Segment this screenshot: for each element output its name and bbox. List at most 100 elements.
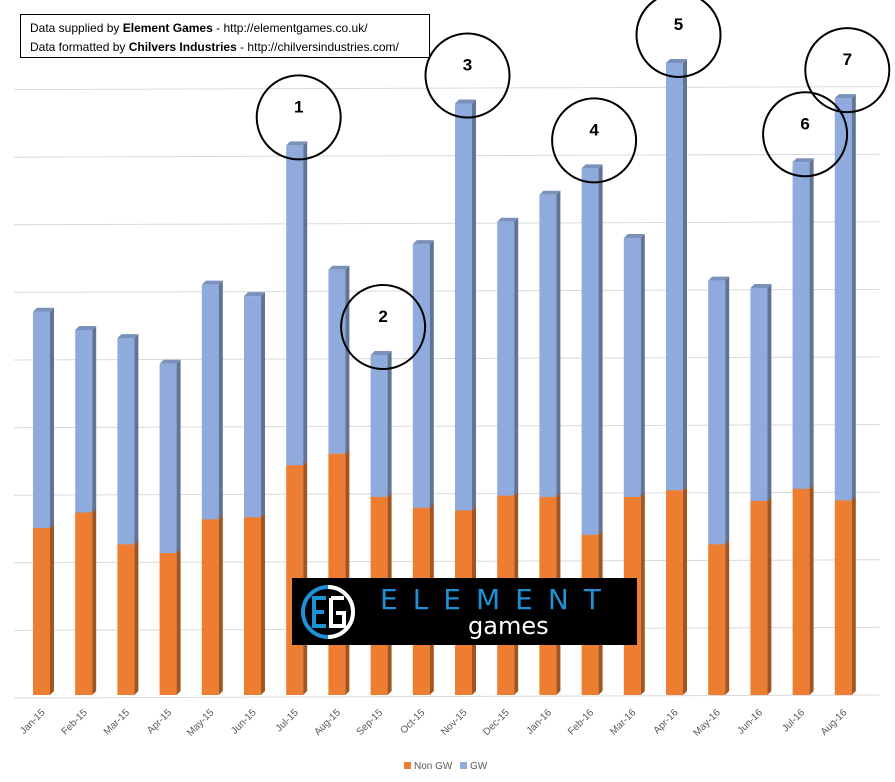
bar-gw <box>412 244 430 508</box>
bar-top <box>201 280 223 285</box>
eg-logo-icon <box>301 585 355 639</box>
x-tick-label: Jan-15 <box>18 707 48 737</box>
bar-top <box>708 276 730 281</box>
legend-swatch <box>404 762 411 769</box>
bar-gw <box>750 288 768 501</box>
bar-side <box>725 540 730 695</box>
bar-non-gw <box>834 500 852 695</box>
bar-non-gw <box>201 519 219 695</box>
bar-stack <box>33 307 54 695</box>
bar-top <box>33 307 54 312</box>
x-tick-label: Aug-15 <box>312 707 343 738</box>
bar-side <box>683 58 687 491</box>
bar-stack <box>117 334 139 695</box>
bar-side <box>809 158 814 489</box>
annotation-ring <box>635 0 722 78</box>
legend-label: Non GW <box>414 761 453 772</box>
bar-top <box>159 359 181 364</box>
gridline <box>13 288 881 293</box>
x-tick-label: Feb-15 <box>60 707 90 737</box>
bar-gw <box>244 296 261 518</box>
bar-side <box>134 334 139 545</box>
legend: Non GW GW <box>404 761 488 772</box>
annotation-label: 3 <box>463 56 472 75</box>
bar-top <box>623 234 645 239</box>
bar-top <box>412 240 434 245</box>
credit-line-1: Data supplied by Element Games - http://… <box>30 21 368 35</box>
bar-non-gw <box>244 517 261 695</box>
annotation-circle: 4 <box>551 97 638 184</box>
bar-top <box>75 325 97 330</box>
bar-top <box>370 350 392 355</box>
x-tick-label: Mar-16 <box>608 707 638 737</box>
annotation-label: 5 <box>674 15 683 34</box>
gridline <box>13 559 881 564</box>
data-credits-box: Data supplied by Element Games - http://… <box>20 14 430 58</box>
bar-side <box>218 280 223 520</box>
bar-non-gw <box>666 490 683 695</box>
annotation-label: 6 <box>800 114 809 133</box>
bar-side <box>851 94 856 501</box>
annotation-circle: 3 <box>424 32 511 119</box>
annotation-label: 7 <box>843 50 852 69</box>
x-tick-label: Sep-15 <box>355 707 386 738</box>
bar-side <box>261 292 265 518</box>
bar-side <box>640 492 645 695</box>
x-tick-label: Jul-15 <box>274 707 301 734</box>
annotation-ring <box>551 97 638 184</box>
x-tick-label: Mar-15 <box>102 707 132 737</box>
credit-line-2: Data formatted by Chilvers Industries - … <box>30 40 399 54</box>
annotation-circle: 2 <box>340 283 427 370</box>
annotation-label: 2 <box>378 307 387 326</box>
bar-non-gw <box>792 488 810 695</box>
bar-stack <box>750 284 772 695</box>
bar-stack <box>201 280 223 695</box>
bar-side <box>809 484 814 695</box>
bar-gw <box>623 238 641 497</box>
bar-gw <box>666 62 683 491</box>
bar-top <box>497 217 519 222</box>
bar-side <box>725 276 730 545</box>
bar-top <box>792 158 814 163</box>
x-tick-label: Aug-16 <box>819 707 850 738</box>
bar-top <box>581 164 603 169</box>
gridline <box>13 153 881 158</box>
x-tick-label: Dec-15 <box>481 707 512 738</box>
bar-gw <box>328 269 346 454</box>
bar-top <box>750 284 772 289</box>
legend-swatch <box>460 762 467 769</box>
annotation-ring <box>762 91 849 178</box>
bar-gw <box>117 338 135 545</box>
bar-side <box>514 217 519 496</box>
bar-side <box>767 496 772 695</box>
bar-gw <box>159 363 177 554</box>
x-tick-label: Jul-16 <box>780 707 807 734</box>
x-tick-label: Jun-15 <box>229 707 259 737</box>
bar-side <box>218 515 223 695</box>
bar-side <box>472 99 476 511</box>
bar-gw <box>834 98 852 501</box>
gridline <box>13 356 881 361</box>
bar-non-gw <box>33 528 50 695</box>
annotation-ring <box>804 27 891 114</box>
bar-top <box>666 58 687 63</box>
bar-stack <box>75 325 97 695</box>
bar-top <box>539 190 561 195</box>
bar-stack <box>623 234 645 695</box>
bar-non-gw <box>328 453 346 695</box>
bar-gw <box>497 221 515 496</box>
gridline <box>13 221 881 226</box>
annotation-ring <box>255 74 342 161</box>
x-tick-label: Feb-16 <box>566 707 596 737</box>
x-tick-label: May-16 <box>691 707 723 739</box>
bar-gw <box>201 284 219 520</box>
annotations: 1 2 3 4 5 6 7 <box>255 0 891 370</box>
x-tick-labels: Jan-15 Feb-15 Mar-15 Apr-15 May-15 Jun-15 Jul-… <box>18 707 850 739</box>
bar-stack <box>834 94 856 695</box>
bar-gw <box>581 168 599 535</box>
gridline <box>13 86 881 91</box>
bar-side <box>303 141 308 466</box>
annotation-label: 1 <box>294 97 303 116</box>
bar-top <box>117 334 139 339</box>
